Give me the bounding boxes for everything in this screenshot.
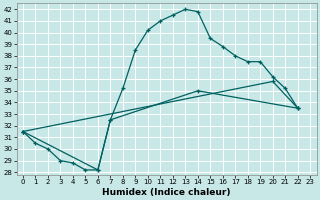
- X-axis label: Humidex (Indice chaleur): Humidex (Indice chaleur): [102, 188, 231, 197]
